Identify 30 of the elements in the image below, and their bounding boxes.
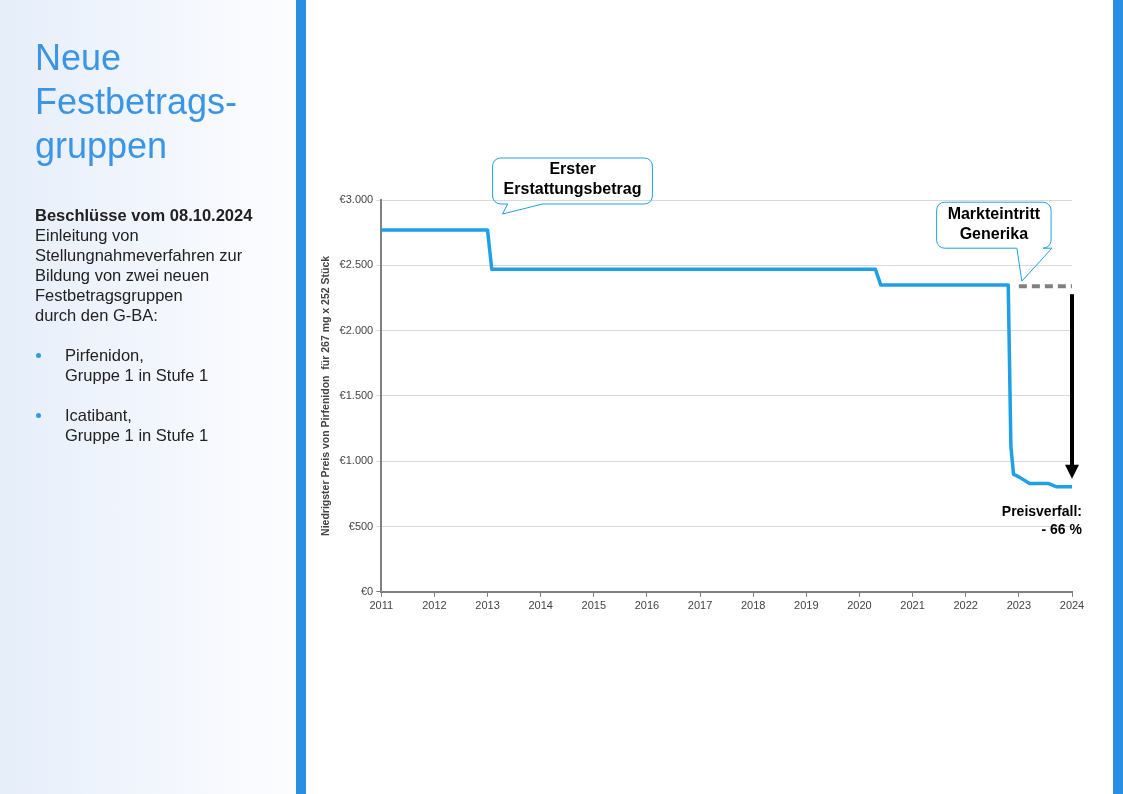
x-tick-label: 2023 <box>1006 599 1032 612</box>
y-tick-label: €3.000 <box>339 193 374 206</box>
x-tick-label: 2016 <box>634 599 660 612</box>
y-tick-label: €500 <box>348 519 374 532</box>
x-tick-label: 2019 <box>794 599 819 612</box>
text: Pirfenidon, Gruppe 1 in Stufe 1 <box>64 345 210 385</box>
x-tick-label: 2020 <box>847 599 872 612</box>
text: Beschlüsse vom 08.10.2024 <box>35 205 254 225</box>
annotation: Markteintritt Generika <box>947 204 1041 242</box>
chart-title: Neue Festbetrags- gruppen <box>35 36 238 168</box>
y-tick-label: €1.500 <box>339 388 374 401</box>
annotation: Preisverfall: - 66 % <box>1001 502 1083 537</box>
x-tick-label: 2014 <box>528 599 553 612</box>
x-tick-label: 2021 <box>900 599 925 612</box>
x-tick-label: 2017 <box>687 599 713 612</box>
y-tick-label: €1.000 <box>339 454 374 467</box>
text: Icatibant, Gruppe 1 in Stufe 1 <box>64 405 210 445</box>
x-tick-label: 2012 <box>422 599 447 612</box>
x-tick-label: 2022 <box>953 599 978 612</box>
y-axis-title: Niedrigster Preis von Pirfenidon für 267 mg x 252 Stück <box>319 255 332 536</box>
x-tick-label: 2024 <box>1059 599 1085 612</box>
y-tick-label: €2.500 <box>339 258 374 271</box>
text: Erster Erstattungsbetrag <box>503 160 642 198</box>
text: Einleitung von Stellungnahmeverfahren zur Bildung von zwei neuen Festbetragsgruppen durch den G-BA: <box>35 225 244 325</box>
x-tick-label: 2011 <box>369 599 394 612</box>
x-tick-label: 2018 <box>740 599 766 612</box>
x-tick-label: 2013 <box>475 599 500 612</box>
y-tick-label: €0 <box>360 584 374 597</box>
y-tick-label: €2.000 <box>339 323 374 336</box>
x-tick-label: 2015 <box>581 599 607 612</box>
